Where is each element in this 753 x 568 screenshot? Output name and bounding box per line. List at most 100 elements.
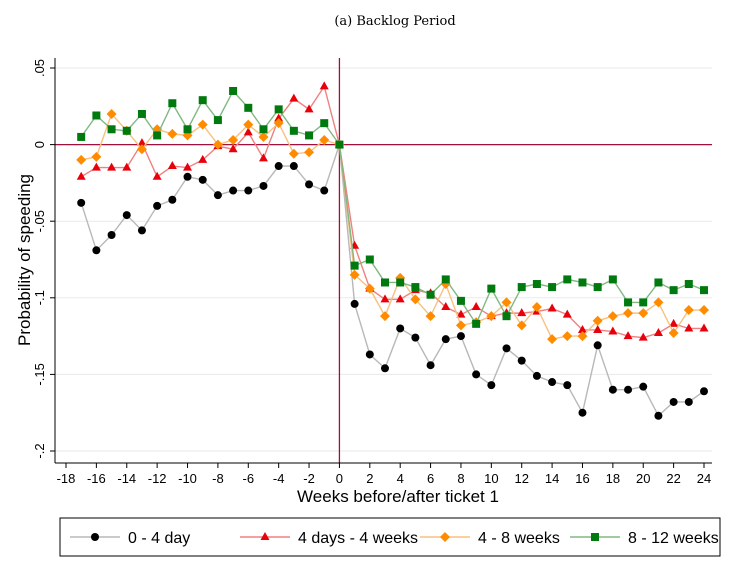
data-point-square — [700, 286, 708, 295]
data-point-diamond — [607, 311, 618, 322]
x-tick-label: -14 — [117, 471, 136, 486]
data-point-square — [92, 111, 101, 120]
data-point-triangle — [167, 161, 177, 170]
data-point-circle — [654, 411, 663, 420]
data-point-square — [289, 126, 298, 135]
x-tick-label: 8 — [457, 471, 464, 486]
data-point-circle — [183, 172, 192, 181]
data-point-circle — [517, 356, 526, 365]
data-point-circle — [153, 201, 162, 210]
data-point-diamond — [486, 311, 497, 322]
data-point-triangle — [319, 81, 329, 90]
data-point-square — [411, 283, 420, 292]
data-point-square — [274, 105, 283, 114]
data-point-square — [244, 103, 253, 112]
data-point-diamond — [288, 148, 299, 159]
legend: 0 - 4 day 4 days - 4 weeks 4 - 8 weeks 8 - … — [59, 517, 721, 557]
data-point-square — [153, 131, 162, 140]
x-tick-label: -2 — [303, 471, 315, 486]
data-point-diamond — [91, 151, 102, 162]
data-point-square — [365, 255, 374, 264]
data-point-diamond — [638, 308, 649, 319]
data-point-circle — [122, 211, 131, 220]
data-point-square — [320, 119, 329, 128]
series-line — [80, 84, 704, 339]
data-point-circle — [548, 378, 557, 387]
data-point-square — [532, 280, 541, 289]
data-point-diamond — [501, 297, 512, 308]
data-point-diamond — [228, 135, 239, 146]
data-point-diamond — [577, 331, 588, 342]
x-tick-label: -10 — [178, 471, 197, 486]
data-point-diamond — [319, 135, 330, 146]
data-point-triangle — [547, 303, 557, 312]
data-point-circle — [593, 341, 602, 350]
x-tick-label: 4 — [397, 471, 404, 486]
data-point-circle — [472, 370, 481, 379]
data-point-triangle — [228, 144, 238, 153]
data-point-diamond — [380, 311, 390, 322]
x-tick-label: 2 — [366, 471, 373, 486]
data-point-square — [426, 290, 435, 299]
data-point-triangle — [380, 294, 390, 303]
data-point-circle — [365, 350, 374, 359]
data-point-square — [639, 298, 648, 307]
x-tick-label: 20 — [636, 471, 650, 486]
series-line — [80, 144, 705, 417]
data-point-square — [137, 109, 146, 118]
data-point-triangle — [653, 328, 663, 337]
data-point-circle — [305, 180, 314, 189]
data-point-triangle — [274, 113, 284, 122]
data-point-triangle — [593, 324, 603, 333]
data-point-diamond — [364, 283, 375, 294]
data-point-square — [654, 278, 663, 287]
data-point-circle — [77, 198, 86, 207]
y-tick-label: -.15 — [32, 363, 47, 385]
data-point-triangle — [183, 162, 193, 171]
data-point-square — [593, 283, 602, 292]
legend-label: 4 days - 4 weeks — [298, 530, 418, 547]
data-point-circle — [700, 387, 708, 396]
data-point-diamond — [349, 269, 360, 280]
axes: .05 0 -.05 -.1 -.15 -.2 -18 -16 -14 -12 -10 -8 -6 -4 -… — [32, 58, 712, 486]
data-point-circle — [107, 230, 116, 239]
data-point-diamond — [212, 139, 223, 150]
data-point-diamond — [425, 311, 436, 322]
y-tick-label: 0 — [32, 141, 47, 148]
data-point-triangle — [258, 153, 268, 162]
data-point-square — [487, 284, 496, 293]
data-point-circle — [411, 333, 420, 342]
series-group — [76, 81, 709, 420]
data-point-triangle — [107, 162, 117, 171]
x-tick-label: 0 — [336, 471, 343, 486]
x-tick-label: -8 — [212, 471, 224, 486]
x-tick-label: 12 — [514, 471, 528, 486]
data-point-square — [122, 126, 131, 135]
data-point-diamond — [653, 297, 664, 308]
legend-label: 4 - 8 weeks — [478, 530, 560, 547]
data-point-triangle — [152, 171, 162, 180]
data-point-circle — [456, 332, 465, 341]
data-point-diamond — [197, 119, 208, 130]
data-point-square — [578, 278, 587, 287]
data-point-square — [335, 140, 344, 149]
reference-lines — [55, 58, 712, 463]
data-point-circle — [532, 371, 541, 380]
x-tick-label: -4 — [273, 471, 285, 486]
data-point-triangle — [562, 309, 572, 318]
data-point-square — [107, 125, 116, 134]
x-tick-label: 10 — [484, 471, 498, 486]
data-point-square — [168, 99, 177, 108]
data-point-diamond — [136, 144, 147, 155]
data-point-diamond — [243, 119, 254, 130]
series-0-4-day — [77, 140, 708, 420]
y-tick-label: -.2 — [32, 443, 47, 458]
data-point-square — [198, 96, 207, 105]
data-point-circle — [669, 397, 678, 406]
data-point-triangle — [623, 331, 633, 340]
data-point-square — [684, 280, 693, 289]
data-point-square — [517, 283, 526, 292]
data-point-triangle — [517, 308, 527, 317]
x-tick-label: 24 — [697, 471, 711, 486]
